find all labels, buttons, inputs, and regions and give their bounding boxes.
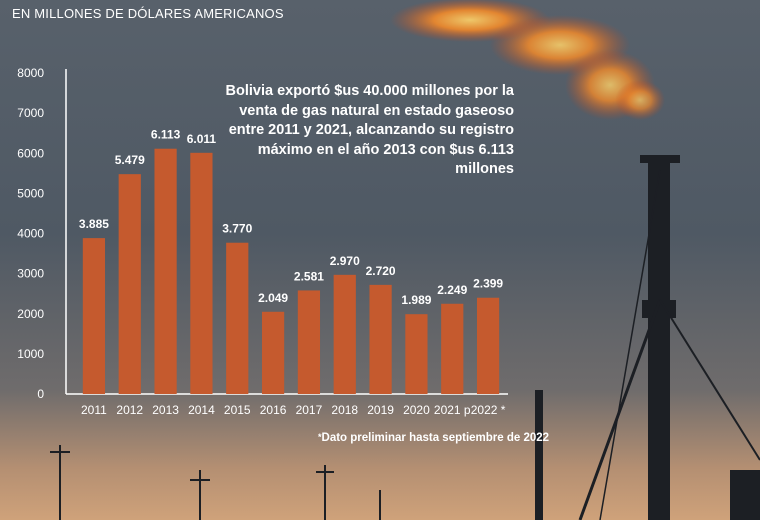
bar-value-label: 2.581 xyxy=(294,269,324,283)
x-tick-label: 2020 xyxy=(403,403,430,417)
bar-value-label: 2.399 xyxy=(473,277,503,291)
bars xyxy=(82,148,500,394)
bar xyxy=(190,152,213,394)
annotation-text: Bolivia exportó $us 40.000 millones por … xyxy=(225,83,515,177)
x-axis: 2011 2012 2013 2014 2015 2016 2017 2018 2019 2020… xyxy=(66,393,508,417)
bar-value-label: 2.720 xyxy=(366,264,396,278)
x-tick-label: 2018 xyxy=(331,403,358,417)
y-tick-label: 1000 xyxy=(17,347,44,361)
power-poles xyxy=(50,445,381,520)
y-tick-label: 5000 xyxy=(17,186,44,200)
y-tick-label: 4000 xyxy=(17,227,44,241)
x-tick-label: 2016 xyxy=(260,403,287,417)
bar xyxy=(405,314,428,394)
x-tick-label: 2011 xyxy=(81,403,107,417)
x-tick-label: 2012 xyxy=(116,403,143,417)
bar-value-label: 5.479 xyxy=(115,153,145,167)
footnote-mark: * xyxy=(318,432,322,442)
bar xyxy=(369,284,392,394)
value-labels: 3.885 5.479 6.113 6.011 3.770 2.049 2.581 2.970… xyxy=(79,128,504,307)
x-tick-label: 2022 * xyxy=(471,403,506,417)
x-tick-label: 2013 xyxy=(152,403,179,417)
y-tick-label: 7000 xyxy=(17,106,44,120)
bar xyxy=(118,174,141,394)
bar xyxy=(441,303,464,394)
bar-value-label: 1.989 xyxy=(401,293,431,307)
x-tick-label: 2014 xyxy=(188,403,215,417)
bar xyxy=(226,242,249,394)
x-tick-label: 2017 xyxy=(296,403,323,417)
gas-flame xyxy=(390,0,665,120)
bar xyxy=(333,274,356,394)
bar xyxy=(154,148,177,394)
x-tick-label: 2015 xyxy=(224,403,251,417)
y-axis: 0 1000 2000 3000 4000 5000 6000 7000 8000 xyxy=(17,66,67,401)
chart-subtitle: EN MILLONES DE DÓLARES AMERICANOS xyxy=(12,6,284,21)
bar xyxy=(82,238,106,394)
bar xyxy=(297,290,321,394)
bar xyxy=(261,311,285,394)
bar-value-label: 2.970 xyxy=(330,254,360,268)
x-tick-label: 2021 p xyxy=(434,403,471,417)
footnote-text: Dato preliminar hasta septiembre de 2022 xyxy=(321,432,550,444)
y-tick-label: 8000 xyxy=(17,66,44,80)
bar-value-label: 2.049 xyxy=(258,291,288,305)
bar-value-label: 3.885 xyxy=(79,217,109,231)
bar-value-label: 2.249 xyxy=(437,283,467,297)
oil-rig-silhouette xyxy=(535,155,760,520)
bar-value-label: 3.770 xyxy=(222,222,252,236)
y-tick-label: 6000 xyxy=(17,146,44,160)
y-tick-label: 2000 xyxy=(17,307,44,321)
footnote: *Dato preliminar hasta septiembre de 202… xyxy=(318,432,549,444)
y-tick-label: 3000 xyxy=(17,267,44,281)
bar-value-label: 6.011 xyxy=(187,132,217,146)
bar-value-label: 6.113 xyxy=(151,128,181,142)
bar xyxy=(476,297,500,394)
y-tick-label: 0 xyxy=(37,387,44,401)
x-tick-label: 2019 xyxy=(367,403,394,417)
